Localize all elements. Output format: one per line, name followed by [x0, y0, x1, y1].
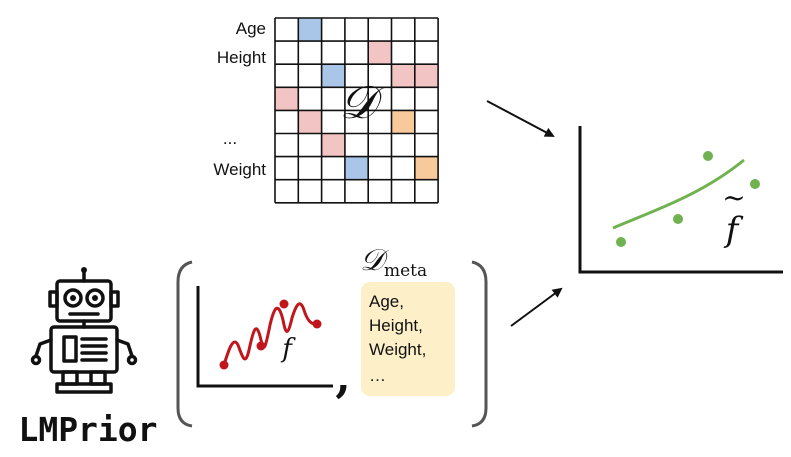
matrix-cell-orange	[414, 156, 439, 180]
result-plot-axes	[578, 126, 783, 274]
tuple-comma: ,	[335, 352, 350, 403]
robot-icon	[30, 267, 138, 394]
row-label-age: Age	[236, 19, 266, 38]
matrix-cell-blue	[344, 156, 369, 180]
matrix-cell-pink	[321, 133, 345, 157]
row-label-weight: Weight	[213, 160, 266, 179]
data-point	[616, 237, 626, 247]
meta-description: 𝒟meta Age, Height, Weight, …	[360, 243, 455, 396]
left-bracket	[176, 260, 193, 428]
data-matrix	[274, 17, 439, 204]
curve-point	[279, 299, 289, 309]
meta-item-height: Height,	[369, 316, 423, 335]
meta-symbol: 𝒟meta	[360, 243, 427, 281]
matrix-cell-blue	[321, 64, 345, 88]
dataset-symbol: 𝒟	[340, 75, 385, 129]
curve-endpoint	[219, 360, 229, 370]
right-bracket	[471, 260, 488, 428]
prior-function-label: f	[280, 334, 296, 364]
matrix-cell-blue	[298, 18, 322, 42]
fitted-curve	[612, 158, 745, 230]
data-point	[703, 151, 713, 161]
matrix-cell-pink	[368, 41, 392, 65]
arrow-data-to-plot	[486, 100, 555, 137]
row-label-height: Height	[217, 48, 266, 67]
meta-item-age: Age,	[369, 292, 404, 311]
f-tilde-letter: f	[723, 210, 744, 250]
meta-item-ellipsis: …	[369, 366, 386, 385]
curve-endpoint	[312, 319, 322, 329]
matrix-cell-pink	[391, 64, 415, 88]
meta-item-weight: Weight,	[369, 340, 426, 359]
prior-function-curve	[222, 302, 319, 367]
matrix-cell-orange	[391, 110, 415, 134]
data-point	[750, 179, 760, 189]
matrix-cell-pink	[414, 64, 439, 88]
arrow-prior-to-plot	[510, 287, 563, 327]
f-tilde-tilde: ~	[722, 181, 745, 214]
data-point	[673, 214, 683, 224]
meta-box	[361, 282, 455, 396]
prior-plot-axes	[196, 286, 333, 388]
row-label-ellipsis: ...	[223, 129, 237, 148]
robot-name: LMPrior	[18, 410, 157, 449]
curve-point	[256, 341, 266, 351]
matrix-cell-pink	[275, 87, 299, 111]
prior-function-plot: f	[196, 286, 333, 388]
matrix-cell-pink	[298, 110, 322, 134]
result-plot: ~ f	[578, 126, 783, 274]
